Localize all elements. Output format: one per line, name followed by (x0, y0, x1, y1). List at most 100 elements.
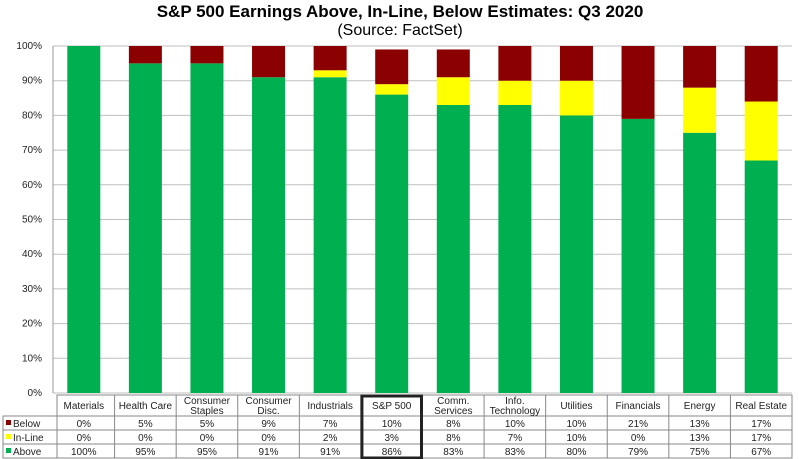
data-label: 95% (135, 447, 155, 458)
data-label: 10% (505, 419, 525, 430)
bar-above (67, 46, 101, 393)
category-label: Industrials (307, 401, 353, 412)
legend-swatch-in-line (6, 434, 11, 439)
category-label: Utilities (560, 401, 592, 412)
data-label: 83% (505, 447, 525, 458)
data-label: 80% (566, 447, 586, 458)
data-label: 0% (261, 433, 276, 444)
data-label: 10% (382, 419, 402, 430)
bar-above (621, 118, 655, 394)
bar-in-line (744, 101, 778, 161)
y-tick-label: 40% (22, 249, 42, 260)
data-label: 8% (446, 433, 461, 444)
bar-in-line (375, 84, 409, 95)
bar-below (621, 46, 655, 119)
data-label: 91% (259, 447, 279, 458)
category-label: Consumer (245, 396, 292, 407)
data-label: 0% (77, 419, 92, 430)
category-label: Disc. (257, 406, 279, 417)
data-label: 79% (628, 447, 648, 458)
bar-above (375, 94, 409, 393)
y-tick-label: 100% (16, 41, 42, 52)
data-label: 10% (566, 433, 586, 444)
data-label: 17% (751, 419, 771, 430)
chart-title: S&P 500 Earnings Above, In-Line, Below E… (157, 2, 644, 21)
bar-below (128, 46, 162, 64)
bar-below (559, 46, 593, 81)
y-tick-label: 90% (22, 76, 42, 87)
bar-below (683, 46, 717, 88)
bar-below (744, 46, 778, 102)
highlight-box (360, 394, 423, 459)
bar-in-line (436, 77, 470, 105)
y-tick-label: 0% (28, 388, 43, 399)
data-label: 0% (77, 433, 92, 444)
bar-in-line (498, 80, 532, 105)
category-label: Health Care (119, 401, 173, 412)
data-label: 67% (751, 447, 771, 458)
data-label: 95% (197, 447, 217, 458)
data-label: 7% (508, 433, 523, 444)
legend-swatch-above (6, 448, 11, 453)
category-label: Services (434, 406, 472, 417)
bar-below (313, 46, 347, 71)
y-tick-label: 70% (22, 145, 42, 156)
category-label: Technology (490, 406, 541, 417)
data-label: 5% (200, 419, 215, 430)
category-label: S&P 500 (372, 401, 412, 412)
bar-below (190, 46, 224, 64)
y-tick-label: 60% (22, 180, 42, 191)
data-label: 3% (384, 433, 399, 444)
y-tick-label: 50% (22, 215, 42, 226)
bar-below (252, 46, 286, 78)
legend-label: Below (13, 419, 41, 430)
bar-above (313, 77, 347, 393)
y-tick-label: 30% (22, 284, 42, 295)
bar-in-line (683, 87, 717, 133)
bar-above (190, 63, 224, 393)
y-tick-label: 80% (22, 110, 42, 121)
category-label: Staples (190, 406, 223, 417)
data-label: 5% (138, 419, 153, 430)
bar-above (436, 104, 470, 394)
bar-above (498, 104, 532, 394)
data-label: 10% (566, 419, 586, 430)
y-tick-label: 20% (22, 319, 42, 330)
y-tick-label: 10% (22, 353, 42, 364)
data-label: 83% (443, 447, 463, 458)
category-label: Materials (64, 401, 105, 412)
data-label: 8% (446, 419, 461, 430)
bar-above (559, 115, 593, 394)
data-label: 100% (71, 447, 97, 458)
data-label: 91% (320, 447, 340, 458)
data-label: 9% (261, 419, 276, 430)
data-label: 0% (631, 433, 646, 444)
bar-below (375, 49, 409, 85)
data-label: 0% (200, 433, 215, 444)
legend-label: Above (13, 447, 42, 458)
category-label: Financials (616, 401, 661, 412)
legend-swatch-below (6, 420, 11, 425)
bar-below (436, 49, 470, 78)
category-label: Real Estate (735, 401, 787, 412)
data-label: 0% (138, 433, 153, 444)
bar-below (498, 46, 532, 81)
chart-subtitle: (Source: FactSet) (337, 22, 462, 39)
data-label: 75% (690, 447, 710, 458)
category-label: Energy (684, 401, 716, 412)
category-label: Comm. (437, 396, 469, 407)
legend-column (2, 415, 58, 459)
legend-label: In-Line (13, 433, 44, 444)
data-label: 21% (628, 419, 648, 430)
data-label: 2% (323, 433, 338, 444)
bar-above (744, 160, 778, 393)
bar-above (128, 63, 162, 393)
category-label: Info. (505, 396, 524, 407)
category-label: Consumer (184, 396, 231, 407)
bar-in-line (313, 70, 347, 78)
data-label: 17% (751, 433, 771, 444)
bar-above (683, 132, 717, 393)
data-label: 13% (690, 433, 710, 444)
data-label: 86% (382, 447, 402, 458)
